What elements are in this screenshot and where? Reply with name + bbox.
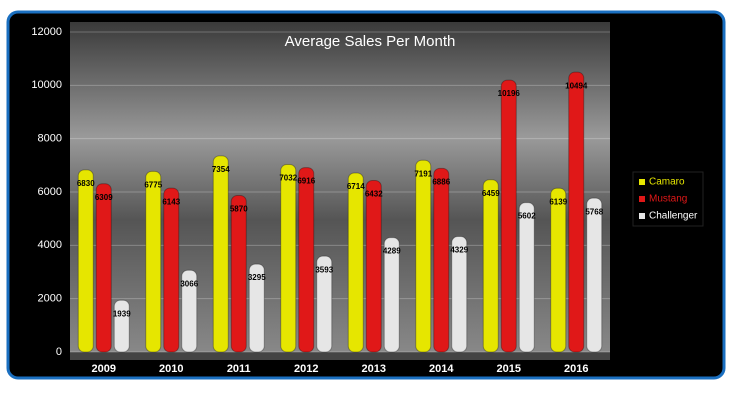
legend-swatch	[639, 213, 645, 219]
data-label: 1939	[113, 309, 131, 318]
bar	[77, 169, 94, 353]
x-tick-label: 2012	[294, 363, 318, 375]
data-label: 6459	[482, 189, 500, 198]
data-label: 5768	[585, 207, 603, 216]
bar	[95, 183, 112, 353]
y-tick-label: 2000	[38, 293, 62, 305]
bar	[163, 187, 180, 353]
y-tick-label: 8000	[38, 133, 62, 145]
bar	[230, 194, 247, 353]
bar	[586, 197, 603, 353]
data-label: 6139	[549, 197, 567, 206]
bar	[316, 255, 333, 353]
data-label: 6714	[347, 182, 365, 191]
data-label: 7354	[212, 165, 230, 174]
x-tick-label: 2014	[429, 363, 454, 375]
y-tick-label: 6000	[38, 186, 62, 198]
data-label: 6916	[297, 177, 315, 186]
bar	[298, 167, 315, 353]
bar	[212, 155, 229, 353]
data-label: 6309	[95, 193, 113, 202]
bar	[145, 170, 162, 353]
data-label: 3066	[180, 279, 198, 288]
x-tick-label: 2011	[227, 363, 251, 375]
data-label: 6143	[162, 197, 180, 206]
data-label: 7191	[414, 169, 432, 178]
legend-label: Challenger	[649, 211, 698, 222]
legend-swatch	[639, 179, 645, 185]
data-label: 6886	[432, 177, 450, 186]
floor	[70, 352, 610, 360]
bar	[365, 179, 382, 353]
x-tick-label: 2009	[92, 363, 116, 375]
data-label: 3593	[315, 265, 333, 274]
legend-label: Mustang	[649, 194, 687, 205]
data-label: 5602	[518, 212, 536, 221]
bar	[113, 299, 130, 353]
data-label: 6775	[144, 180, 162, 189]
bar	[568, 71, 585, 353]
bar	[500, 79, 517, 353]
x-tick-label: 2015	[497, 363, 521, 375]
bar	[482, 179, 499, 353]
legend-label: Camaro	[649, 177, 685, 188]
bar	[451, 236, 468, 353]
bar	[383, 237, 400, 353]
bar	[433, 167, 450, 353]
y-tick-label: 0	[56, 346, 62, 358]
data-label: 3295	[248, 273, 266, 282]
bar	[347, 172, 364, 353]
x-tick-label: 2013	[362, 363, 386, 375]
x-tick-label: 2016	[564, 363, 588, 375]
bar	[248, 263, 265, 353]
bar	[181, 269, 198, 353]
y-tick-label: 10000	[31, 79, 62, 91]
data-label: 6432	[365, 190, 383, 199]
data-label: 10196	[498, 89, 521, 98]
bar	[280, 163, 297, 353]
y-tick-label: 12000	[31, 26, 62, 38]
chart-title: Average Sales Per Month	[285, 33, 456, 50]
bar	[518, 202, 535, 353]
data-label: 5870	[230, 205, 248, 214]
bar	[550, 187, 567, 353]
bar	[415, 159, 432, 353]
data-label: 6830	[77, 179, 95, 188]
y-tick-label: 4000	[38, 239, 62, 251]
legend-swatch	[639, 196, 645, 202]
x-tick-label: 2010	[159, 363, 183, 375]
data-label: 4329	[450, 246, 468, 255]
data-label: 7032	[279, 174, 297, 183]
data-label: 4289	[383, 247, 401, 256]
data-label: 10494	[565, 81, 588, 90]
